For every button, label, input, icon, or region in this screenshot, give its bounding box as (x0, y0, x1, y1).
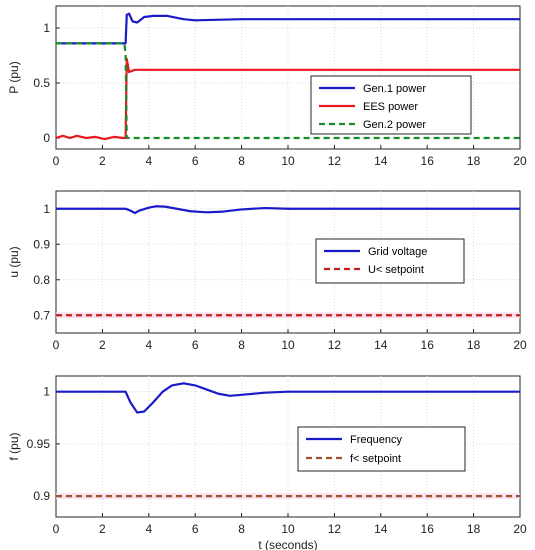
panel-1-ytick-label: 1 (43, 202, 50, 216)
panel-0-series-0-line (56, 12, 520, 45)
panel-0-xtick-label: 16 (421, 154, 435, 168)
panel-0-legend-label-2: Gen.2 power (363, 119, 426, 131)
panel-1-xtick-label: 4 (145, 338, 152, 352)
panel-0-ylabel: P (pu) (7, 61, 21, 93)
panel-2-xtick-label: 12 (328, 522, 342, 536)
panel-2-xtick-label: 20 (513, 522, 527, 536)
panel-2-xlabel: t (seconds) (258, 538, 317, 550)
panel-1-xtick-label: 0 (53, 338, 60, 352)
panel-1-legend-label-0: Grid voltage (368, 246, 427, 258)
panel-0-xtick-label: 4 (145, 154, 152, 168)
panel-1-xtick-label: 8 (238, 338, 245, 352)
panel-2-ytick-label: 0.95 (27, 437, 51, 451)
panel-2-xtick-label: 10 (281, 522, 295, 536)
panel-0-xtick-label: 12 (328, 154, 342, 168)
panel-1-xtick-label: 18 (467, 338, 481, 352)
panel-1-xtick-label: 6 (192, 338, 199, 352)
panel-2-legend-label-1: f< setpoint (350, 453, 401, 465)
panel-0-xtick-label: 8 (238, 154, 245, 168)
panel-0-series-1-line (56, 57, 520, 141)
panel-2-legend-box (297, 426, 466, 472)
panel-0-xtick-label: 18 (467, 154, 481, 168)
panel-0-ytick-label: 0.5 (33, 76, 50, 90)
panel-1-xtick-label: 10 (281, 338, 295, 352)
panel-0-ytick-label: 0 (43, 131, 50, 145)
panel-1-series-0-line (56, 205, 520, 215)
panel-0-legend-label-1: EES power (363, 101, 418, 113)
panel-2-legend: Frequency f< setpoint (297, 426, 466, 472)
panel-2-xtick-label: 18 (467, 522, 481, 536)
panel-2-xtick-label: 8 (238, 522, 245, 536)
panel-1-ytick-label: 0.8 (33, 273, 50, 287)
panel-0-xtick-label: 20 (513, 154, 527, 168)
panel-0: 0 2 4 6 8 10 12 14 16 18 20 0 0.5 1 P (pu) Gen.1 power E… (7, 5, 527, 168)
panel-2-xtick-label: 4 (145, 522, 152, 536)
panel-2-series-0-line (56, 382, 520, 414)
panel-1-ylabel: u (pu) (7, 246, 21, 277)
panel-1: 0 2 4 6 8 10 12 14 16 18 20 0.7 0.8 0.9 1 u (pu) Grid vo… (7, 190, 527, 352)
panel-0-xtick-label: 6 (192, 154, 199, 168)
panel-0-xtick-label: 10 (281, 154, 295, 168)
panel-1-xtick-label: 14 (374, 338, 388, 352)
panel-1-xtick-label: 12 (328, 338, 342, 352)
panel-1-xtick-label: 20 (513, 338, 527, 352)
panel-2: 0 2 4 6 8 10 12 14 16 18 20 0.9 0.95 1 f (pu) t (second… (7, 375, 527, 550)
panel-1-legend: Grid voltage U< setpoint (315, 238, 465, 284)
panel-0-xtick-label: 2 (99, 154, 106, 168)
panel-0-series-2-line (56, 42, 520, 140)
panel-2-ytick-label: 1 (43, 385, 50, 399)
panel-2-xtick-label: 14 (374, 522, 388, 536)
panel-2-xtick-label: 16 (421, 522, 435, 536)
panel-0-ytick-label: 1 (43, 21, 50, 35)
panel-1-legend-box (315, 238, 465, 284)
panel-2-ytick-label: 0.9 (33, 489, 50, 503)
panel-1-ytick-label: 0.7 (33, 308, 50, 322)
panel-2-xtick-label: 6 (192, 522, 199, 536)
panel-0-legend-label-0: Gen.1 power (363, 83, 426, 95)
panel-1-xtick-label: 2 (99, 338, 106, 352)
panel-1-ytick-label: 0.9 (33, 237, 50, 251)
panel-1-xtick-label: 16 (421, 338, 435, 352)
panel-2-xtick-label: 2 (99, 522, 106, 536)
panel-0-legend: Gen.1 power EES power Gen.2 power (310, 75, 472, 135)
panel-1-legend-label-1: U< setpoint (368, 264, 424, 276)
panel-0-xtick-label: 14 (374, 154, 388, 168)
panel-0-xtick-label: 0 (53, 154, 60, 168)
panel-2-ylabel: f (pu) (7, 432, 21, 460)
panel-2-xtick-label: 0 (53, 522, 60, 536)
panel-2-legend-label-0: Frequency (350, 434, 402, 446)
